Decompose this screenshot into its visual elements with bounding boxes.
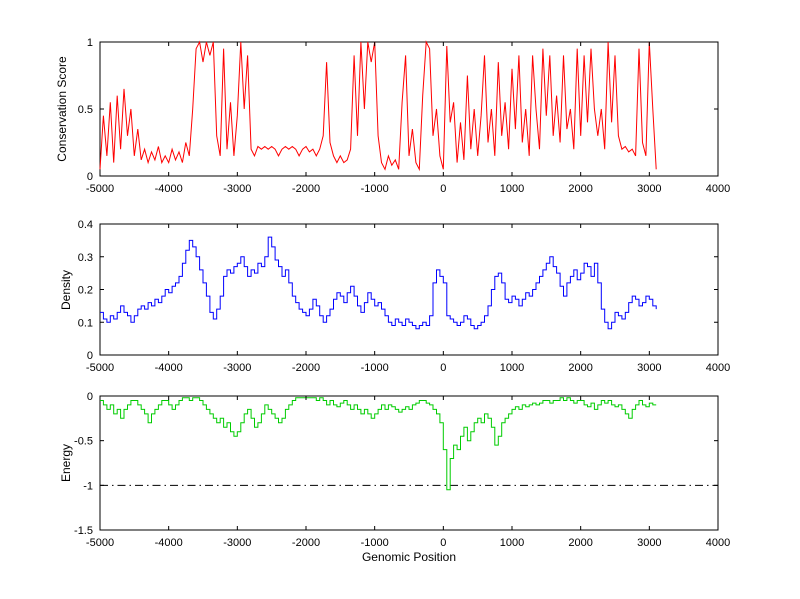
x-tick-label: -5000 (86, 362, 114, 374)
y-tick-label: -1.5 (74, 525, 93, 537)
axes-background (100, 224, 718, 355)
x-tick-label: 4000 (706, 537, 730, 549)
x-tick-label: 3000 (637, 537, 661, 549)
y-tick-label: 1 (87, 37, 93, 49)
y-tick-label: -0.5 (74, 436, 93, 448)
x-tick-label: -2000 (292, 183, 320, 195)
x-tick-label: -4000 (155, 362, 183, 374)
x-tick-label: -4000 (155, 537, 183, 549)
x-tick-label: -1000 (361, 537, 389, 549)
x-tick-label: -1000 (361, 183, 389, 195)
y-tick-label: 0.3 (78, 252, 93, 264)
y-tick-label: 0 (87, 350, 93, 362)
x-tick-label: 3000 (637, 183, 661, 195)
x-tick-label: -4000 (155, 183, 183, 195)
ylabel-energy: Energy (59, 443, 73, 483)
y-tick-label: 0.5 (78, 104, 93, 116)
x-tick-label: -3000 (223, 183, 251, 195)
axes-background (100, 396, 718, 530)
x-tick-label: -2000 (292, 537, 320, 549)
series-conservation-score (99, 40, 657, 172)
y-tick-label: 0.1 (78, 317, 93, 329)
x-tick-label: -2000 (292, 362, 320, 374)
ylabel-conservation-score: Conservation Score (55, 56, 69, 162)
y-tick-label: -1 (83, 480, 93, 492)
x-tick-label: 1000 (500, 183, 524, 195)
x-tick-label: -5000 (86, 537, 114, 549)
y-tick-label: 0 (87, 391, 93, 403)
x-tick-label: 0 (440, 183, 446, 195)
y-tick-label: 0 (87, 171, 93, 183)
x-tick-label: 1000 (500, 537, 524, 549)
ylabel-density: Density (59, 269, 73, 311)
x-tick-label: 2000 (568, 537, 592, 549)
xlabel-genomic-position: Genomic Position (361, 550, 457, 564)
x-tick-label: 4000 (706, 362, 730, 374)
x-tick-label: -3000 (223, 362, 251, 374)
x-tick-label: -1000 (361, 362, 389, 374)
x-tick-label: 0 (440, 362, 446, 374)
y-tick-label: 0.4 (78, 219, 93, 231)
series-density (100, 236, 657, 330)
x-tick-label: 2000 (568, 183, 592, 195)
x-tick-label: 4000 (706, 183, 730, 195)
series-energy (100, 397, 657, 491)
x-tick-label: 2000 (568, 362, 592, 374)
axes-box (99, 395, 719, 531)
x-tick-label: -5000 (86, 183, 114, 195)
x-tick-label: 1000 (500, 362, 524, 374)
x-tick-label: -3000 (223, 537, 251, 549)
y-tick-label: 0.2 (78, 285, 93, 297)
x-tick-label: 3000 (637, 362, 661, 374)
x-tick-label: 0 (440, 537, 446, 549)
